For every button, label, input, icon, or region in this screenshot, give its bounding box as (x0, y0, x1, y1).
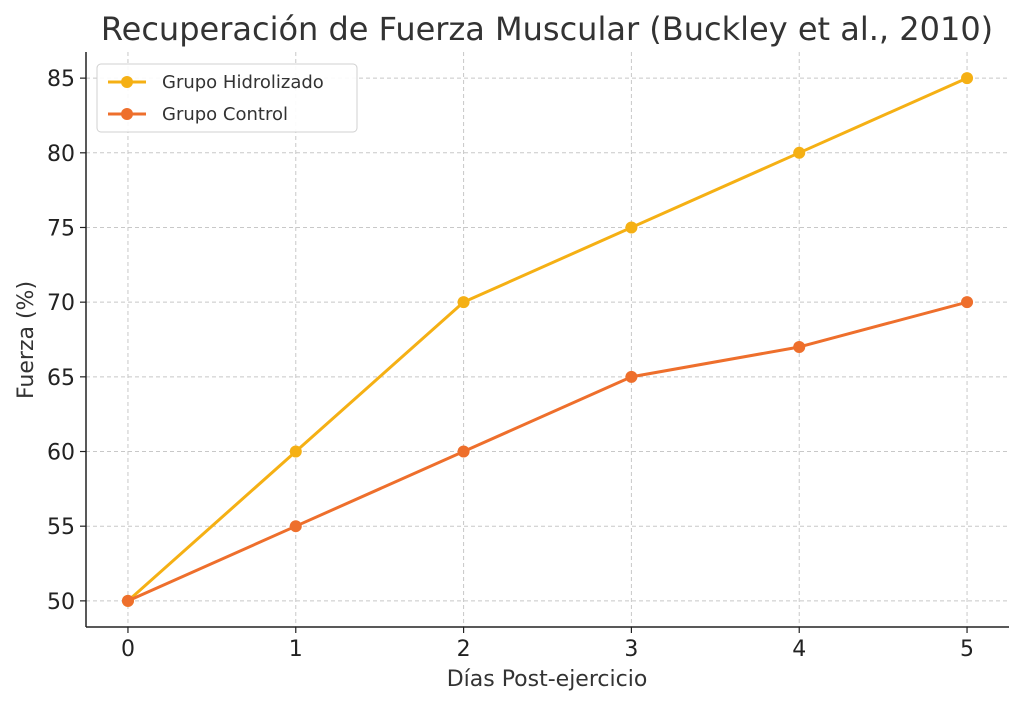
axes (85, 52, 1009, 628)
data-point (961, 296, 974, 309)
legend-label: Grupo Hidrolizado (162, 72, 324, 93)
data-point (289, 520, 302, 533)
x-tick-label: 5 (960, 637, 974, 662)
data-point (457, 445, 470, 458)
series-line (126, 76, 968, 602)
data-point (625, 221, 638, 234)
x-axis-label: Días Post-ejercicio (447, 667, 648, 692)
legend-swatch-marker (121, 76, 133, 88)
chart-title: Recuperación de Fuerza Muscular (Buckley… (101, 10, 993, 48)
x-tick-label: 4 (792, 637, 806, 662)
data-point (625, 370, 638, 383)
grid (86, 52, 1009, 627)
data-point (961, 72, 974, 85)
y-tick-label: 80 (47, 142, 75, 167)
x-tick-label: 2 (457, 637, 471, 662)
series-2 (121, 296, 974, 607)
legend-swatch-marker (121, 108, 133, 120)
x-tick-label: 0 (121, 637, 135, 662)
data-point (289, 445, 302, 458)
y-tick-label: 50 (47, 590, 75, 615)
y-tick-label: 60 (47, 441, 75, 466)
y-tick-label: 85 (47, 67, 75, 92)
legend-item: Grupo Control (108, 104, 288, 125)
y-tick-label: 75 (47, 216, 75, 241)
legend-box (96, 63, 358, 133)
y-tick-label: 55 (47, 515, 75, 540)
data-point (121, 594, 134, 607)
legend: Grupo Hidrolizado Grupo Control (96, 63, 358, 133)
data-point (793, 340, 806, 353)
y-tick-label: 70 (47, 291, 75, 316)
data-point (457, 296, 470, 309)
data-point (793, 146, 806, 159)
y-tick-label: 65 (47, 366, 75, 391)
series-group (121, 72, 974, 607)
x-tick-label: 3 (624, 637, 638, 662)
legend-label: Grupo Control (162, 104, 288, 125)
x-ticks: 0 1 2 3 4 5 (121, 627, 974, 662)
y-axis-label: Fuerza (%) (14, 281, 39, 399)
y-ticks: 50 55 60 65 70 75 80 85 (47, 67, 86, 615)
series-line (127, 300, 968, 603)
legend-item: Grupo Hidrolizado (108, 72, 324, 93)
x-tick-label: 1 (289, 637, 303, 662)
